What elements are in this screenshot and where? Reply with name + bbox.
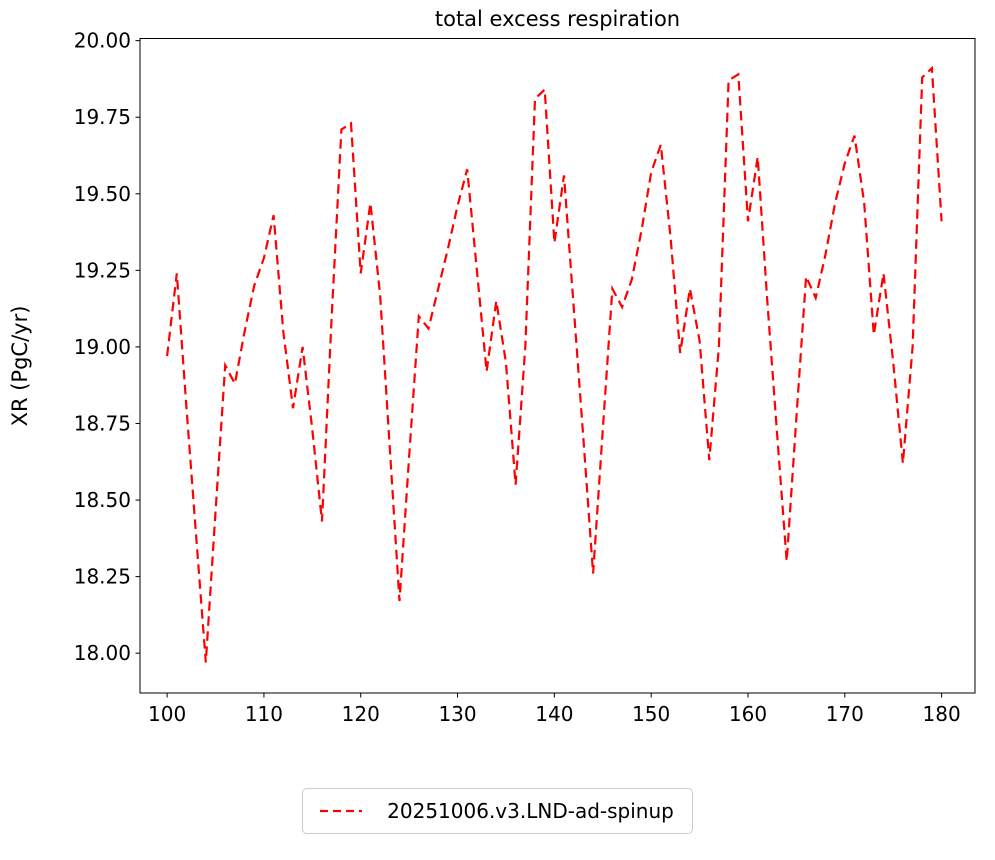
x-tick-label: 110 <box>245 702 283 726</box>
y-tick-label: 19.50 <box>74 182 131 206</box>
y-tick-label: 19.25 <box>74 258 131 282</box>
legend: 20251006.v3.LND-ad-spinup <box>302 788 693 834</box>
x-tick-label: 120 <box>342 702 380 726</box>
axis-frame <box>139 38 976 694</box>
x-tick-label: 170 <box>826 702 864 726</box>
y-tick-label: 18.75 <box>74 411 131 435</box>
legend-line-sample <box>320 809 363 813</box>
x-tick-label: 160 <box>729 702 767 726</box>
y-tick-label: 18.50 <box>74 488 131 512</box>
x-tick-label: 140 <box>535 702 573 726</box>
data-line <box>166 65 943 663</box>
y-tick-label: 18.00 <box>74 641 131 665</box>
x-tick-label: 100 <box>148 702 186 726</box>
y-tick-label: 19.75 <box>74 105 131 129</box>
legend-container: 20251006.v3.LND-ad-spinup <box>0 788 995 834</box>
x-tick-label: 130 <box>438 702 476 726</box>
x-tick-label: 150 <box>632 702 670 726</box>
y-tick-label: 18.25 <box>74 565 131 589</box>
x-tick-label: 180 <box>923 702 961 726</box>
legend-label: 20251006.v3.LND-ad-spinup <box>387 799 674 823</box>
y-tick-label: 19.00 <box>74 335 131 359</box>
plot-area: 100 110 120 130 140 150 160 170 180 18.00 18.25 18.… <box>74 29 976 726</box>
chart-title: total excess respiration <box>434 7 681 31</box>
y-tick-label: 20.00 <box>74 29 131 53</box>
